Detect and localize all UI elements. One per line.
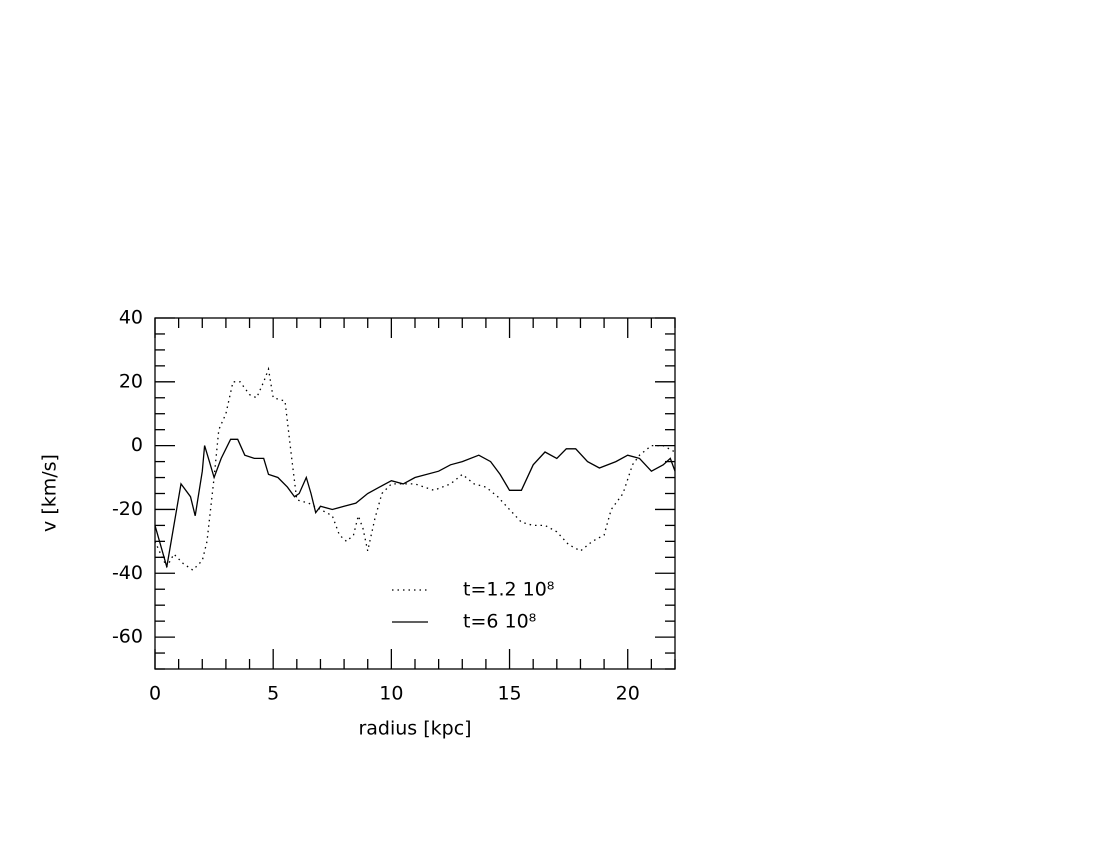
x-tick-label: 15	[497, 683, 521, 705]
x-axis-label: radius [kpc]	[358, 718, 471, 740]
plot-frame	[154, 317, 676, 670]
x-tick-label: 20	[616, 683, 640, 705]
x-tick-label: 0	[149, 683, 161, 705]
y-tick-label: -20	[112, 498, 143, 520]
legend-label: t=6 10⁸	[463, 611, 536, 633]
x-tick-label: 10	[379, 683, 403, 705]
y-axis-label: v [km/s]	[39, 454, 61, 532]
x-tick-label: 5	[267, 683, 279, 705]
data-line	[154, 366, 676, 571]
y-tick-label: 0	[131, 434, 143, 456]
y-tick-label: 20	[119, 370, 143, 392]
y-tick-label: -60	[112, 626, 143, 648]
y-tick-label: -40	[112, 562, 143, 584]
legend-label: t=1.2 10⁸	[463, 579, 554, 601]
y-tick-label: 40	[119, 307, 143, 329]
data-line	[154, 438, 676, 568]
